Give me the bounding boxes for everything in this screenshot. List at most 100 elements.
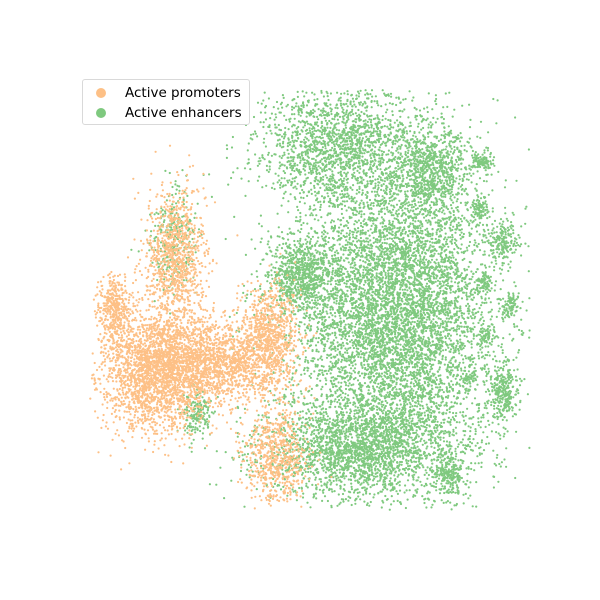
scatter-point xyxy=(517,351,520,354)
scatter-point xyxy=(329,333,332,336)
scatter-point xyxy=(411,235,414,238)
scatter-point xyxy=(315,497,318,500)
scatter-point xyxy=(409,249,412,253)
scatter-point xyxy=(285,334,288,337)
scatter-point xyxy=(417,343,420,346)
scatter-point xyxy=(373,276,376,279)
scatter-point xyxy=(242,291,245,294)
scatter-point xyxy=(352,369,355,372)
scatter-point xyxy=(446,259,449,263)
scatter-point xyxy=(429,408,432,411)
scatter-point xyxy=(439,289,442,293)
scatter-point xyxy=(346,200,349,203)
scatter-point xyxy=(306,342,309,345)
scatter-point xyxy=(324,377,327,380)
scatter-point xyxy=(381,265,384,268)
scatter-point xyxy=(410,298,413,301)
scatter-point xyxy=(409,389,412,392)
scatter-point xyxy=(355,192,358,195)
scatter-point xyxy=(322,411,325,414)
scatter-point xyxy=(368,259,371,263)
scatter-point xyxy=(304,360,307,363)
scatter-point xyxy=(383,357,386,360)
scatter-point xyxy=(317,219,320,222)
scatter-point xyxy=(383,238,386,241)
scatter-point xyxy=(422,316,425,319)
scatter-point xyxy=(409,348,412,351)
scatter-point xyxy=(434,94,437,97)
scatter-point xyxy=(481,223,485,226)
scatter-point xyxy=(368,207,371,210)
scatter-point xyxy=(453,349,456,352)
scatter-point xyxy=(461,104,464,107)
scatter-point xyxy=(418,378,421,382)
scatter-point xyxy=(491,421,494,424)
scatter-point xyxy=(372,286,375,289)
scatter-point xyxy=(405,185,408,189)
scatter-point xyxy=(462,250,465,253)
scatter-point xyxy=(345,375,348,378)
scatter-point xyxy=(390,406,393,409)
scatter-point xyxy=(489,275,492,278)
scatter-point xyxy=(321,329,324,332)
scatter-point xyxy=(430,320,433,323)
scatter-point xyxy=(347,261,350,264)
scatter-point xyxy=(443,382,446,385)
scatter-point xyxy=(297,310,300,313)
scatter-point xyxy=(347,384,350,387)
scatter-point xyxy=(385,111,388,114)
scatter-point xyxy=(441,397,444,400)
scatter-point xyxy=(464,281,467,284)
scatter-point xyxy=(411,419,414,422)
scatter-point xyxy=(345,232,348,235)
scatter-point xyxy=(448,411,451,414)
scatter-point xyxy=(457,252,460,255)
scatter-point xyxy=(413,106,416,109)
scatter-point xyxy=(322,373,325,376)
scatter-point xyxy=(403,491,406,494)
scatter-point xyxy=(397,343,400,346)
scatter-point xyxy=(524,242,527,245)
scatter-point xyxy=(321,252,324,255)
scatter-point xyxy=(338,243,341,246)
scatter-point xyxy=(402,177,405,180)
scatter-point xyxy=(432,481,436,484)
scatter-point xyxy=(347,249,350,252)
scatter-point xyxy=(406,207,409,210)
scatter-point xyxy=(488,265,491,268)
scatter-point xyxy=(314,365,317,368)
scatter-point xyxy=(499,434,502,437)
scatter-point xyxy=(502,435,505,438)
scatter-point xyxy=(449,223,452,227)
scatter-point xyxy=(417,242,420,245)
scatter-point xyxy=(378,281,381,284)
scatter-point xyxy=(405,283,408,286)
scatter-point xyxy=(408,261,411,264)
scatter-point xyxy=(366,180,369,183)
scatter-point xyxy=(369,163,372,166)
scatter-point xyxy=(457,285,460,288)
scatter-point xyxy=(356,306,359,309)
scatter-point xyxy=(418,231,421,235)
scatter-point xyxy=(273,118,276,121)
scatter-point xyxy=(365,266,368,269)
scatter-point xyxy=(368,307,371,310)
scatter-point xyxy=(455,333,459,336)
scatter-point xyxy=(380,403,383,406)
scatter-point xyxy=(324,383,327,386)
scatter-point xyxy=(477,333,480,336)
scatter-point xyxy=(426,301,429,304)
scatter-point xyxy=(440,425,444,428)
scatter-point xyxy=(485,301,488,304)
scatter-point xyxy=(371,385,375,388)
scatter-point xyxy=(266,280,269,283)
scatter-point xyxy=(395,210,398,213)
scatter-point xyxy=(453,248,456,251)
scatter-point xyxy=(386,234,389,237)
scatter-point xyxy=(487,239,490,242)
scatter-point xyxy=(274,399,277,402)
scatter-point xyxy=(375,428,379,431)
scatter-point xyxy=(377,279,380,282)
scatter-point xyxy=(520,254,523,257)
scatter-point xyxy=(340,207,343,211)
